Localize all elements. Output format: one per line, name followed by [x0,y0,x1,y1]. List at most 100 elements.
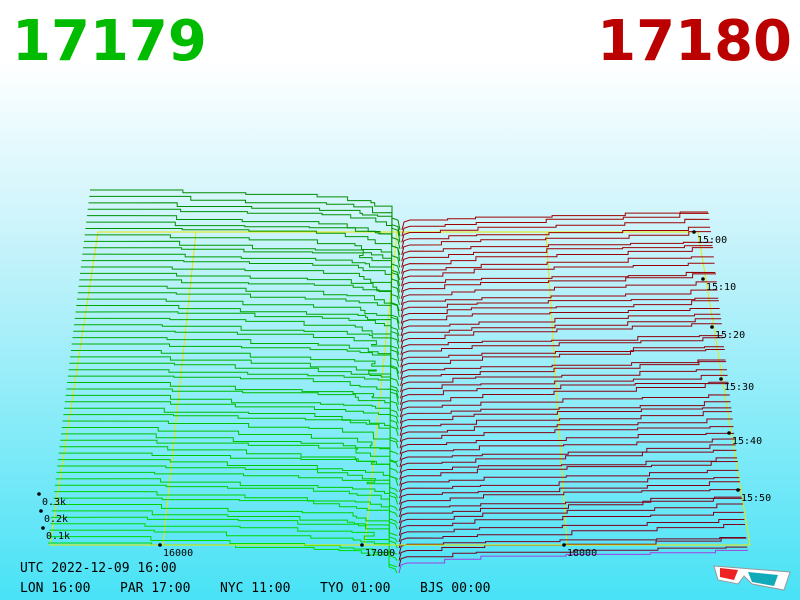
price-label: 18000 [567,548,597,559]
ask-depth-line [400,369,727,393]
ask-depth-line [399,457,738,480]
ask-depth-line [398,546,748,567]
bid-depth-line [85,227,401,268]
bid-depth-line [88,202,401,243]
ask-depth-line [400,297,719,318]
ask-depth-line [401,241,712,262]
clock-label: TYO 01:00 [320,581,390,596]
ask-depth-line [401,247,714,274]
ask-depth-line [400,307,720,330]
bid-depth-line [73,330,400,368]
ask-depth-line [400,271,716,293]
ask-depth-line [400,359,726,380]
ask-depth-line [400,300,719,324]
bid-depth-line [77,292,400,330]
bid-price: 17179 [12,9,207,74]
price-label: 17000 [365,548,395,559]
bid-depth-line [54,484,398,518]
depth-lines [48,189,750,574]
bid-depth-line [77,298,400,337]
clock-label: BJS 00:00 [420,581,490,596]
ask-depth-line [400,323,722,349]
ask-depth-line [400,361,727,387]
ask-depth-line [400,346,725,368]
ask-depth-line [398,536,746,555]
bid-depth-line [53,497,398,530]
ask-price: 17180 [597,9,792,74]
time-label: 15:50 [741,493,771,504]
bid-depth-line [86,221,401,262]
bid-depth-line [51,516,398,549]
ask-depth-line [399,449,737,474]
bid-depth-line [70,356,400,393]
bid-depth-line [60,433,399,468]
bid-depth-line [83,247,401,287]
time-label-dot [727,431,731,435]
ask-depth-line [400,281,717,305]
ask-depth-line [400,335,723,355]
bid-depth-line [62,420,399,455]
depth-label-dot [37,492,41,496]
bid-depth-line [66,388,399,424]
bid-depth-line [87,208,401,249]
ask-depth-line [398,497,743,524]
bid-depth-line [71,343,400,380]
time-label-dot [701,277,705,281]
ask-depth-line [399,411,733,436]
bid-depth-line [64,407,399,443]
time-label: 15:00 [697,235,727,246]
ask-depth-line [400,273,717,299]
bid-depth-line [81,260,400,299]
bid-depth-line [75,311,400,349]
bid-depth-line [64,401,399,436]
price-grid-line [162,231,197,546]
ask-depth-line [399,444,736,468]
ask-depth-line [399,469,739,493]
bid-depth-line [68,369,399,405]
bid-depth-line [80,266,400,305]
depth-label: 0.3k [42,497,66,508]
ask-depth-line [401,226,711,249]
bid-depth-line [84,234,401,274]
ask-depth-line [399,407,732,430]
depth-label: 0.2k [44,514,68,525]
bid-depth-line [74,317,400,355]
bid-depth-line [56,471,399,505]
ask-depth-line [400,289,718,312]
bid-depth-line [79,279,400,318]
time-label: 15:40 [732,436,762,447]
ask-depth-line [399,489,741,511]
ask-depth-line [399,426,734,449]
clock-label: PAR 17:00 [120,581,190,596]
ask-depth-line [398,518,745,542]
clock-label: LON 16:00 [20,581,90,596]
bid-depth-line [60,439,399,474]
ask-depth-line [400,374,728,399]
depth-label-dot [41,526,45,530]
price-label-dot [562,543,566,547]
glasses-icon [713,565,791,591]
time-label-dot [692,230,696,234]
ask-depth-line [399,401,731,424]
bid-depth-line [65,394,399,430]
ask-depth-line [401,231,711,256]
time-label-dot [736,488,740,492]
ask-depth-line [401,245,713,268]
bid-depth-line [54,491,398,524]
ask-depth-line [400,348,725,374]
time-label-dot [719,377,723,381]
bid-depth-line [73,324,400,362]
bid-depth-line [57,459,399,493]
ask-depth-line [399,383,730,411]
bid-depth-line [55,478,398,511]
ask-depth-line [401,256,714,281]
bid-depth-line [82,253,400,293]
bid-depth-line [58,452,399,486]
price-label-dot [158,543,162,547]
bid-depth-line [49,529,398,561]
time-label: 15:10 [706,282,736,293]
ask-depth-line [399,438,735,461]
bid-depth-line [70,349,400,387]
